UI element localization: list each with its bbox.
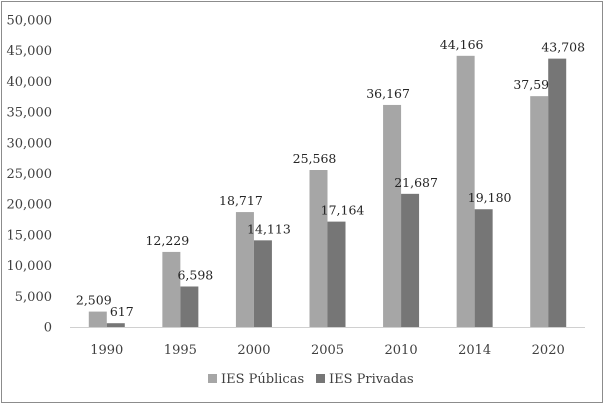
bar-ies-privadas — [401, 193, 420, 327]
y-tick-label: 10,000 — [7, 259, 53, 274]
bar-ies-privadas — [106, 323, 125, 327]
x-tick-label: 2005 — [311, 343, 344, 358]
data-label: 18,717 — [219, 193, 263, 208]
data-label: 617 — [110, 304, 134, 319]
data-label: 44,166 — [440, 37, 484, 52]
data-label: 19,180 — [468, 190, 512, 205]
data-label: 43,708 — [541, 40, 585, 55]
y-tick-label: 20,000 — [7, 198, 53, 213]
x-tick-label: 1990 — [90, 343, 123, 358]
legend-swatch-privadas — [316, 374, 325, 383]
data-label: 2,509 — [76, 293, 112, 308]
bar-ies-publicas — [383, 104, 402, 327]
y-tick-label: 30,000 — [7, 136, 53, 151]
y-tick-label: 5,000 — [15, 290, 52, 305]
bar-ies-privadas — [253, 240, 272, 327]
bar-ies-privadas — [474, 209, 493, 327]
bar-ies-publicas — [162, 251, 181, 327]
bar-ies-publicas — [456, 55, 475, 327]
data-label: 6,598 — [177, 267, 213, 282]
x-tick-label: 2000 — [237, 343, 270, 358]
data-label: 37,595 — [513, 77, 557, 92]
y-tick-label: 40,000 — [7, 75, 53, 90]
y-tick-label: 45,000 — [7, 44, 53, 59]
data-label: 12,229 — [145, 233, 189, 248]
data-label: 21,687 — [394, 175, 438, 190]
bar-ies-publicas — [530, 96, 549, 327]
data-label: 14,113 — [247, 221, 291, 236]
data-label: 25,568 — [293, 151, 337, 166]
bar-ies-privadas — [548, 58, 567, 328]
data-label: 17,164 — [321, 203, 365, 218]
y-tick-label: 15,000 — [7, 228, 53, 243]
data-label: 36,167 — [366, 86, 410, 101]
bar-ies-publicas — [88, 311, 107, 327]
y-tick-label: 50,000 — [7, 14, 53, 29]
legend-label: IES Públicas — [221, 372, 304, 387]
bar-ies-privadas — [180, 286, 199, 327]
x-tick-label: 2014 — [458, 343, 491, 358]
y-tick-label: 25,000 — [7, 167, 53, 182]
bar-ies-publicas — [235, 212, 254, 327]
x-tick-label: 2020 — [532, 343, 565, 358]
bar-ies-publicas — [309, 170, 328, 327]
y-tick-label: 0 — [44, 321, 52, 336]
y-tick-label: 35,000 — [7, 106, 53, 121]
bar-ies-privadas — [327, 221, 346, 327]
x-tick-label: 2010 — [385, 343, 418, 358]
x-tick-label: 1995 — [164, 343, 197, 358]
legend-swatch-publicas — [208, 374, 217, 383]
legend-label: IES Privadas — [329, 372, 414, 387]
